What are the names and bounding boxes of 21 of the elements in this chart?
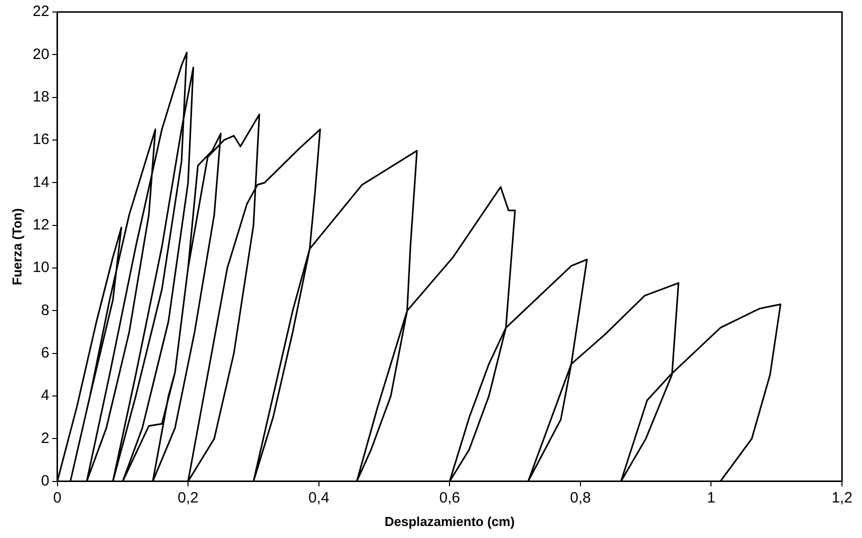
y-tick-label: 14 bbox=[32, 174, 50, 191]
y-tick-label: 8 bbox=[40, 302, 50, 319]
x-tick-label: 0,6 bbox=[439, 490, 460, 507]
y-tick-label: 2 bbox=[40, 430, 50, 447]
y-tick-label: 18 bbox=[32, 88, 50, 106]
y-tick-label: 16 bbox=[32, 131, 50, 148]
y-tick-label: 0 bbox=[40, 472, 50, 490]
y-tick-label: 10 bbox=[32, 259, 50, 276]
x-tick-label: 1,2 bbox=[832, 490, 852, 507]
y-tick-label: 6 bbox=[40, 344, 50, 362]
x-tick-label: 0,8 bbox=[570, 490, 591, 507]
y-tick-label: 4 bbox=[40, 387, 50, 404]
x-tick-label: 0,2 bbox=[178, 490, 198, 507]
y-tick-label: 12 bbox=[32, 216, 50, 234]
x-tick-label: 1 bbox=[707, 490, 716, 507]
y-tick-label: 20 bbox=[32, 46, 50, 63]
y-axis-title: Fuerza (Ton) bbox=[9, 208, 24, 286]
x-axis-title: Desplazamiento (cm) bbox=[384, 514, 515, 529]
y-tick-label: 22 bbox=[32, 3, 50, 20]
x-tick-label: 0,4 bbox=[308, 490, 330, 507]
x-tick-label: 0 bbox=[53, 490, 62, 507]
